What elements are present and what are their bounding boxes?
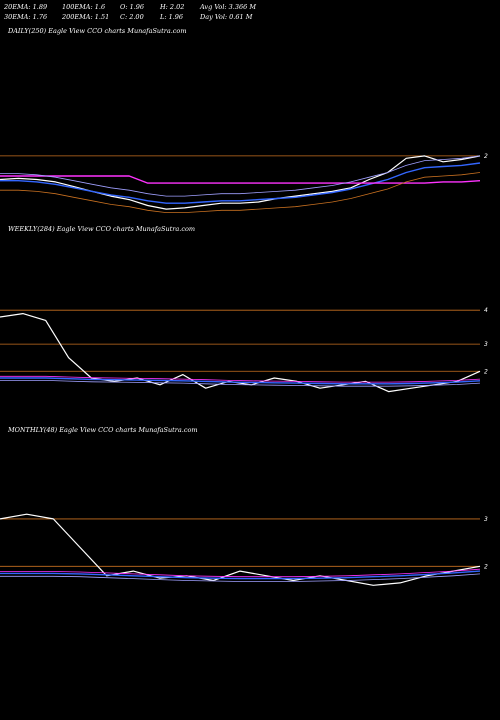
header-low: L: 1.96 xyxy=(160,13,184,21)
header-avg-vol: Avg Vol: 3.366 M xyxy=(200,3,257,11)
header-100ema: 100EMA: 1.6 xyxy=(62,3,106,11)
header-open: O: 1.96 xyxy=(120,3,145,11)
panel0-tick-label-0: 2 xyxy=(484,153,488,160)
panel0-ema-line-1 xyxy=(0,172,481,214)
panel1-tick-label-0: 4 xyxy=(484,307,488,314)
panel2-series-line-1 xyxy=(0,570,481,580)
panel1-series-line-0 xyxy=(0,313,481,393)
header-20ema: 20EMA: 1.89 xyxy=(4,3,48,11)
panel2-series-line-0 xyxy=(0,513,481,586)
panel1-tick-label-1: 3 xyxy=(484,341,488,348)
header-high: H: 2.02 xyxy=(160,3,185,11)
weekly-panel-title: WEEKLY(284) Eagle View CCO charts Munafa… xyxy=(8,225,196,233)
panel2-tick-label-0: 3 xyxy=(484,516,488,523)
panel1-ema-line-1 xyxy=(0,379,481,387)
panel1-tick-label-2: 2 xyxy=(484,368,488,375)
header-close: C: 2.00 xyxy=(120,13,144,21)
daily-panel-title: DAILY(250) Eagle View CCO charts MunafaS… xyxy=(8,27,187,35)
panel0-ema-line-0 xyxy=(0,155,481,197)
panel0-series-line-1 xyxy=(0,162,481,204)
header-200ema: 200EMA: 1.51 xyxy=(62,13,110,21)
header-day-vol: Day Vol: 0.61 M xyxy=(200,13,253,21)
panel1-series-line-1 xyxy=(0,377,481,385)
monthly-panel-title: MONTHLY(48) Eagle View CCO charts Munafa… xyxy=(8,426,198,434)
panel0-series-line-0 xyxy=(0,155,481,210)
panel1-ema-line-0 xyxy=(0,375,481,383)
panel2-ema-line-0 xyxy=(0,568,481,578)
panel2-ema-line-1 xyxy=(0,573,481,582)
panel0-series-line-2 xyxy=(0,175,481,184)
header-30ema: 30EMA: 1.76 xyxy=(4,13,48,21)
panel2-tick-label-1: 2 xyxy=(484,563,488,570)
